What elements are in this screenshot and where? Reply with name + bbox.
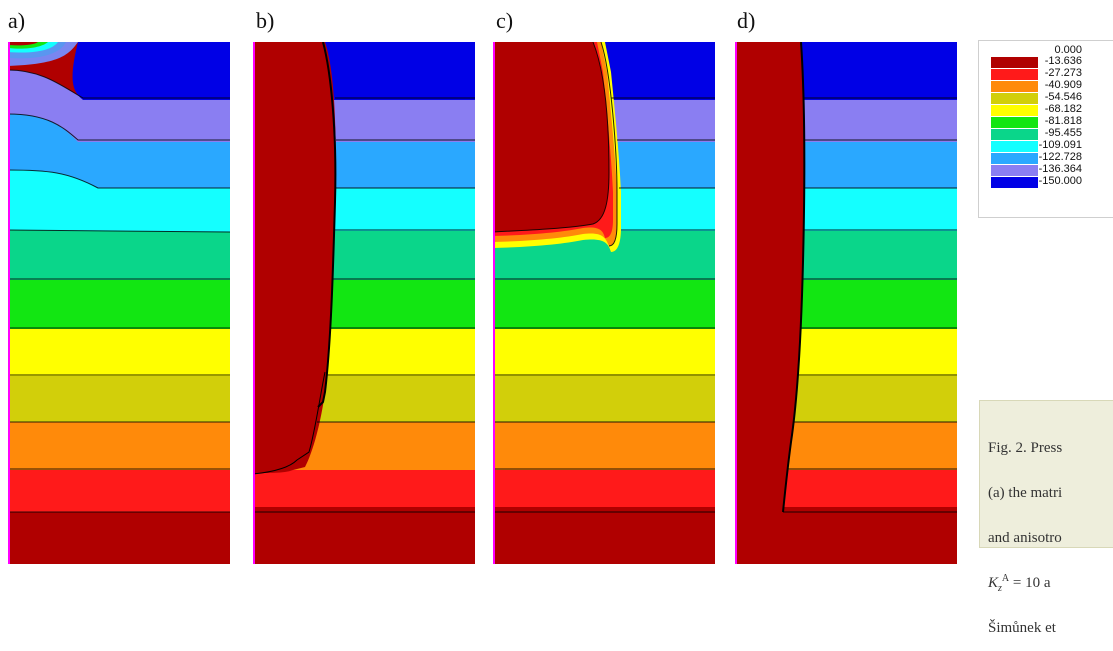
caption-line: Fig. 2. Press [988, 440, 1063, 456]
panel-label-b: b) [256, 8, 275, 33]
pressure-panel-b [253, 42, 475, 564]
legend-value: -27.273 [1044, 67, 1082, 79]
legend-swatch [991, 57, 1038, 68]
legend-value: -40.909 [1044, 79, 1082, 91]
pressure-panel-c [493, 42, 715, 564]
legend-value: -122.728 [1038, 151, 1082, 163]
caption-line: and anisotro [988, 530, 1062, 546]
legend-swatch [991, 93, 1038, 104]
pressure-legend: 0.000 -13.636 -27.273 -40.909 -54.546 -6… [978, 40, 1113, 218]
caption-subscript: z [998, 583, 1002, 594]
legend-swatch [991, 69, 1038, 80]
legend-swatch [991, 105, 1038, 116]
legend-swatch [991, 117, 1038, 128]
caption-line: (a) the matri [988, 485, 1063, 501]
legend-swatch [991, 81, 1038, 92]
legend-value: -95.455 [1044, 127, 1082, 139]
caption-line: KzA = 10 a [988, 573, 1113, 594]
legend-value: -150.000 [1038, 175, 1082, 187]
caption-line: Šimůnek et [988, 620, 1056, 636]
caption-superscript: A [1001, 573, 1010, 584]
legend-swatch [991, 177, 1038, 188]
legend-value: -68.182 [1044, 103, 1082, 115]
legend-swatch [991, 165, 1038, 176]
legend-value: 0.000 [1054, 44, 1082, 56]
caption-symbol: K [988, 575, 999, 591]
caption-text: = 10 a [1009, 575, 1051, 591]
legend-value: -81.818 [1044, 115, 1082, 127]
pressure-panel-a [8, 42, 230, 564]
legend-value: -136.364 [1038, 163, 1082, 175]
legend-swatch [991, 141, 1038, 152]
pressure-panel-d [735, 42, 957, 564]
figure-caption: Fig. 2. Press (a) the matri and anisotro… [979, 400, 1113, 636]
legend-value: -54.546 [1044, 91, 1082, 103]
legend-swatch [991, 153, 1038, 164]
panel-label-d: d) [737, 8, 756, 33]
legend-value: -109.091 [1038, 139, 1082, 151]
panel-label-c: c) [496, 8, 514, 33]
legend-value: -13.636 [1044, 55, 1082, 67]
panel-label-a: a) [8, 8, 26, 33]
legend-swatch [991, 129, 1038, 140]
